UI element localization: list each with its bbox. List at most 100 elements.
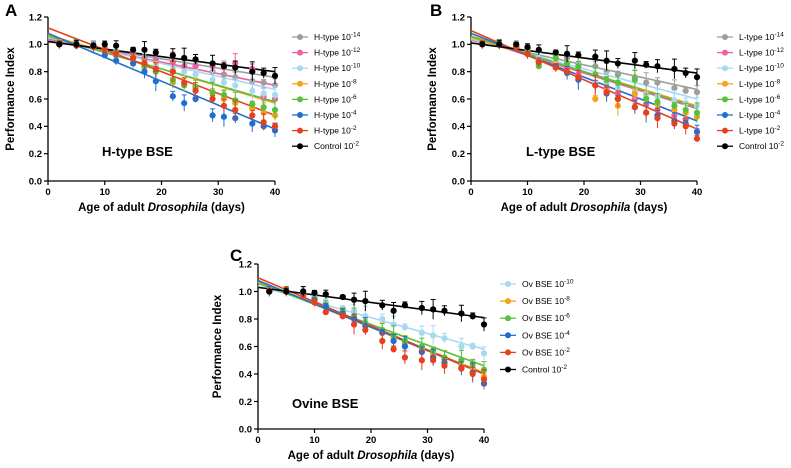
data-point — [192, 56, 199, 63]
data-point — [141, 46, 148, 53]
x-tick-label: 0 — [468, 187, 473, 198]
panel-letter: C — [230, 246, 242, 265]
data-point — [113, 42, 120, 49]
data-point — [209, 60, 216, 67]
data-point — [152, 78, 159, 85]
legend-marker — [505, 332, 511, 339]
data-point — [220, 71, 228, 78]
data-point — [169, 68, 176, 75]
legend-label: H-type 10-10 — [314, 63, 361, 74]
legend-label: H-type 10-6 — [314, 94, 357, 105]
data-point — [232, 82, 239, 89]
series-5 — [266, 286, 488, 390]
data-point — [682, 69, 689, 77]
y-tick-label: 1.2 — [29, 12, 42, 23]
data-point — [418, 357, 425, 364]
data-point — [249, 68, 256, 75]
data-point — [430, 306, 437, 313]
data-point — [181, 100, 188, 107]
fit-line-7 — [470, 29, 698, 130]
legend-label: L-type 10-10 — [739, 63, 784, 74]
y-tick-label: 1.0 — [239, 287, 252, 298]
x-tick-label: 10 — [522, 187, 533, 198]
y-tick-label: 1.2 — [239, 259, 252, 270]
fit-line-6 — [257, 286, 485, 319]
data-point — [535, 46, 542, 53]
legend: L-type 10-14 L-type 10-12 L-type 10-10 L-ty… — [717, 32, 784, 151]
data-point — [260, 69, 267, 77]
data-point — [458, 343, 465, 350]
legend-label: Ov BSE 10-4 — [522, 330, 570, 341]
legend-label: H-type 10-8 — [314, 78, 357, 89]
legend-label: L-type 10-6 — [739, 94, 781, 105]
data-point — [654, 115, 661, 122]
data-point — [209, 112, 216, 119]
y-tick-label: 0.6 — [29, 94, 42, 105]
x-tick-label: 40 — [479, 435, 490, 446]
data-point — [401, 302, 408, 309]
data-point — [169, 52, 176, 59]
data-point — [401, 354, 408, 361]
series-3 — [266, 286, 488, 379]
chart-title: Ovine BSE — [292, 396, 359, 411]
data-point — [181, 54, 188, 62]
data-point — [552, 49, 559, 56]
panel-a: A 0.0 0.2 0.4 0.6 0.8 1.0 1.2 0 10 20 30 40 Age of ad… — [5, 1, 361, 214]
data-point — [260, 79, 267, 86]
data-point — [350, 321, 358, 328]
data-point — [418, 304, 425, 312]
data-point — [379, 337, 386, 345]
legend-marker — [505, 349, 511, 356]
data-point — [311, 299, 318, 306]
series-4 — [56, 38, 279, 123]
legend-marker — [722, 34, 728, 40]
y-tick-label: 0.0 — [29, 176, 42, 187]
data-point — [671, 102, 678, 109]
data-point — [480, 376, 488, 383]
data-point — [469, 313, 476, 320]
data-point — [141, 68, 148, 75]
y-tick-label: 1.0 — [452, 40, 465, 51]
data-point — [524, 43, 531, 51]
data-point — [441, 307, 448, 314]
data-point — [283, 288, 290, 295]
x-tick-label: 40 — [692, 187, 703, 198]
data-point — [220, 102, 228, 109]
data-point — [693, 89, 701, 96]
x-tick-label: 20 — [366, 435, 377, 446]
data-point — [350, 296, 358, 303]
data-point — [390, 307, 397, 314]
data-point — [418, 329, 425, 336]
data-point — [73, 41, 80, 48]
x-axis-title: Age of adult Drosophila (days) — [501, 202, 668, 214]
series-6 — [266, 286, 488, 332]
data-point — [563, 60, 571, 67]
y-tick-label: 0.8 — [239, 314, 252, 325]
data-point — [220, 79, 228, 86]
legend-marker — [297, 127, 303, 134]
data-point — [181, 68, 188, 75]
data-point — [362, 298, 369, 305]
data-point — [249, 112, 256, 119]
legend-label: H-type 10-14 — [314, 32, 361, 43]
data-point — [693, 128, 701, 135]
data-point — [614, 95, 622, 103]
y-tick-label: 1.0 — [29, 40, 42, 51]
legend-marker — [722, 96, 728, 103]
fit-line-3 — [257, 282, 485, 367]
data-point — [56, 41, 63, 48]
data-point — [271, 106, 279, 114]
data-point — [631, 90, 638, 97]
y-tick-label: 0.2 — [29, 149, 42, 160]
data-point — [458, 310, 465, 317]
x-tick-label: 20 — [156, 187, 167, 198]
y-tick-label: 0.4 — [452, 122, 466, 133]
x-tick-label: 20 — [579, 187, 590, 198]
data-point — [322, 303, 329, 310]
x-tick-label: 10 — [309, 435, 320, 446]
legend-marker — [505, 315, 511, 322]
legend-label: Ov BSE 10-6 — [522, 313, 570, 324]
data-point — [249, 87, 256, 94]
legend-label: H-type 10-12 — [314, 47, 361, 58]
data-point — [401, 324, 408, 331]
